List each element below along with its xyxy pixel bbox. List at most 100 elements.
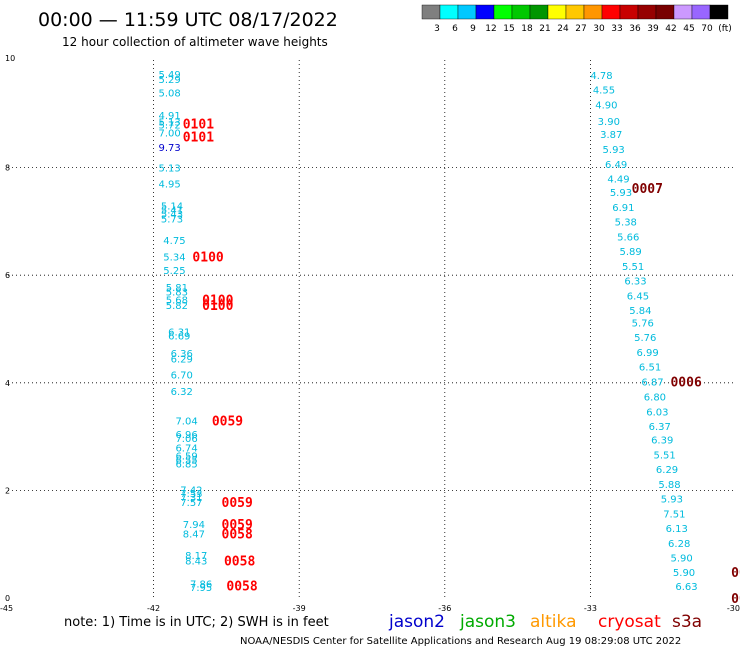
- wave-height-label: 4.55: [593, 86, 615, 97]
- wave-height-label: 5.66: [617, 232, 639, 243]
- colorbar-swatch: [529, 4, 549, 20]
- colorbar-label: 42: [665, 24, 676, 34]
- wave-height-label: 6.85: [175, 460, 197, 471]
- pass-time-label: 0058: [224, 554, 255, 569]
- pass-time-label: 0007: [632, 182, 663, 197]
- colorbar-label: (ft): [718, 24, 732, 34]
- wave-height-label: 5.93: [610, 188, 632, 199]
- colorbar-label: 39: [647, 24, 659, 34]
- colorbar-swatch: [475, 4, 495, 20]
- wave-height-points: 5.495.295.084.915.135.727.009.735.134.95…: [158, 70, 697, 594]
- colorbar-label: 18: [521, 24, 533, 34]
- wave-height-label: 6.70: [171, 371, 193, 382]
- wave-height-label: 7.57: [180, 498, 202, 509]
- y-tick-label: 4: [5, 379, 10, 388]
- wave-height-label: 6.28: [668, 539, 690, 550]
- wave-height-label: 6.29: [171, 355, 193, 366]
- colorbar-swatch: [493, 4, 513, 20]
- wave-height-label: 5.90: [670, 554, 692, 565]
- colorbar-swatch: [583, 4, 603, 20]
- wave-height-label: 7.00: [158, 129, 180, 140]
- wave-height-label: 6.63: [675, 582, 697, 593]
- wave-height-label: 3.90: [598, 117, 620, 128]
- wave-height-label: 6.29: [656, 465, 678, 476]
- y-tick-label: 6: [5, 271, 10, 280]
- wave-height-label: 5.49: [158, 70, 180, 81]
- wave-height-label: 7.31: [180, 493, 202, 504]
- pass-time-label: 0101: [183, 130, 214, 145]
- wave-height-label: 6.96: [175, 430, 197, 441]
- colorbar-legend: 3 6 9 12 15 18 21 24 27 30 33 36 39 42 45 70 (ft): [421, 4, 732, 34]
- wave-height-label: 5.13: [158, 117, 180, 128]
- satellite-legend-jason2: jason2: [388, 612, 445, 632]
- y-tick-label: 8: [5, 164, 10, 173]
- colorbar-swatch: [565, 4, 585, 20]
- wave-height-label: 5.41: [161, 206, 183, 217]
- pass-time-label: 0058: [222, 527, 253, 542]
- colorbar-label: 33: [611, 24, 622, 34]
- wave-height-label: 6.36: [171, 349, 193, 360]
- wave-height-label: 6.69: [168, 331, 190, 342]
- wave-height-label: 7.06: [175, 434, 197, 445]
- satellite-legend-altika: altika: [530, 612, 577, 632]
- wave-height-label: 5.08: [158, 88, 180, 99]
- wave-height-label: 6.74: [175, 443, 197, 454]
- wave-height-label: 4.78: [590, 71, 612, 82]
- wave-height-label: 5.89: [620, 247, 642, 258]
- satellite-legend: jason2 jason3 altika cryosat s3a: [388, 612, 702, 632]
- wave-height-label: 6.59: [175, 451, 197, 462]
- wave-height-label: 5.14: [161, 201, 183, 212]
- wave-height-label: 6.91: [612, 203, 634, 214]
- wave-height-label: 5.73: [161, 215, 183, 226]
- colorbar-label: 24: [557, 24, 569, 34]
- pass-time-label: 0059: [212, 414, 243, 429]
- wave-height-label: 5.84: [629, 306, 651, 317]
- wave-height-label: 5.72: [158, 121, 180, 132]
- pass-time-label: 0006: [670, 376, 701, 391]
- satellite-legend-s3a: s3a: [672, 612, 702, 632]
- colorbar-swatch: [655, 4, 675, 20]
- colorbar-label: 3: [434, 24, 440, 34]
- colorbar-swatch: [457, 4, 477, 20]
- colorbar-label: 9: [470, 24, 476, 34]
- wave-height-label: 5.88: [658, 480, 680, 491]
- wave-height-label: 7.94: [183, 520, 205, 531]
- colorbar-swatch: [511, 4, 531, 20]
- x-tick-label: -33: [584, 604, 597, 613]
- wave-height-label: 8.47: [183, 529, 205, 540]
- wave-height-label: 5.93: [603, 145, 625, 156]
- wave-height-label: 7.95: [190, 583, 212, 594]
- pass-time-labels: 0101010101000100010000590059005900580058…: [183, 117, 740, 607]
- wave-height-label: 6.99: [637, 348, 659, 359]
- pass-time-label: 0100: [202, 293, 233, 308]
- wave-height-label: 5.81: [166, 283, 188, 294]
- colorbar-swatch: [673, 4, 693, 20]
- wave-height-label: 5.90: [673, 568, 695, 579]
- wave-height-label: 5.43: [161, 209, 183, 220]
- wave-height-label: 6.03: [646, 407, 668, 418]
- x-tick-label: -36: [438, 604, 451, 613]
- wave-height-label: 5.82: [166, 301, 188, 312]
- colorbar-label: 30: [593, 24, 605, 34]
- pass-time-label: 0058: [226, 580, 257, 595]
- wave-height-label: 6.55: [175, 456, 197, 467]
- wave-height-label: 6.33: [624, 277, 646, 288]
- colorbar-swatch: [601, 4, 621, 20]
- colorbar-swatch: [691, 4, 711, 20]
- chart-title: 00:00 — 11:59 UTC 08/17/2022: [38, 9, 338, 31]
- wave-height-label: 6.80: [644, 392, 666, 403]
- wave-height-label: 5.25: [163, 266, 185, 277]
- chart-subtitle: 12 hour collection of altimeter wave hei…: [62, 35, 328, 49]
- colorbar-label: 27: [575, 24, 586, 34]
- wave-height-label: 5.51: [622, 262, 644, 273]
- wave-height-label: 5.51: [653, 450, 675, 461]
- axis-ticks: -45 -42 -39 -36 -33 -30 0 2 4 6 8 10: [0, 54, 740, 613]
- y-tick-label: 2: [5, 486, 10, 495]
- wave-height-label: 5.83: [166, 287, 188, 298]
- wave-height-label: 5.93: [661, 494, 683, 505]
- wave-height-label: 6.87: [641, 378, 663, 389]
- wave-height-label: 4.91: [158, 111, 180, 122]
